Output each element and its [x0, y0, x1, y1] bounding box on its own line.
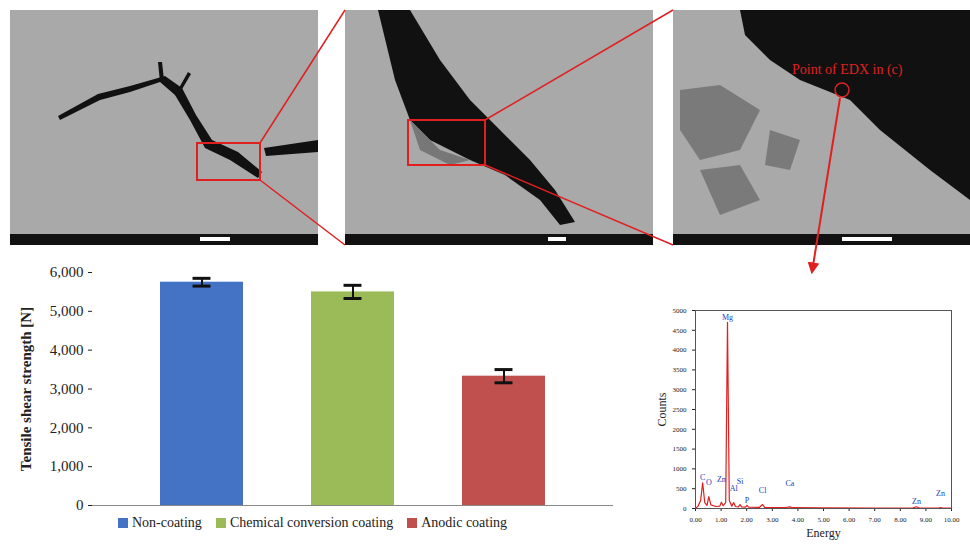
svg-text:Zn: Zn [717, 475, 726, 484]
svg-text:Al: Al [729, 484, 738, 494]
svg-text:1.00: 1.00 [715, 516, 728, 524]
svg-text:4000: 4000 [673, 346, 688, 354]
svg-text:O: O [706, 478, 712, 487]
svg-text:2,000: 2,000 [50, 420, 84, 436]
svg-text:3500: 3500 [673, 366, 688, 374]
svg-text:4.00: 4.00 [792, 516, 805, 524]
svg-text:5,000: 5,000 [50, 303, 84, 319]
svg-text:Energy: Energy [806, 526, 840, 540]
svg-text:P: P [745, 496, 750, 505]
svg-text:Counts: Counts [655, 392, 669, 426]
svg-text:Zn: Zn [912, 497, 921, 506]
svg-text:0: 0 [683, 505, 687, 513]
svg-text:2500: 2500 [673, 406, 688, 414]
html-text:Chemical conversion coating: Chemical conversion coating [229, 515, 394, 530]
svg-text:10.00: 10.00 [944, 516, 960, 524]
svg-text:8.00: 8.00 [894, 516, 907, 524]
svg-text:Point of EDX in (c): Point of EDX in (c) [792, 62, 903, 78]
svg-text:5.00: 5.00 [817, 516, 830, 524]
svg-text:C: C [700, 473, 705, 482]
svg-text:500: 500 [676, 485, 687, 493]
svg-text:7.00: 7.00 [869, 516, 882, 524]
svg-text:0.00: 0.00 [689, 516, 702, 524]
svg-text:Si: Si [737, 477, 744, 486]
svg-text:3,000: 3,000 [50, 381, 84, 397]
svg-text:0: 0 [76, 497, 84, 513]
html-text:Non-coating: Non-coating [131, 515, 202, 530]
svg-text:1,000: 1,000 [50, 458, 84, 474]
svg-text:2.00: 2.00 [741, 516, 754, 524]
svg-text:4,000: 4,000 [50, 342, 84, 358]
svg-text:3000: 3000 [673, 386, 688, 394]
svg-text:3.00: 3.00 [766, 516, 779, 524]
svg-text:Tensile shear strength [N]: Tensile shear strength [N] [18, 307, 34, 471]
svg-text:Zn: Zn [936, 489, 945, 498]
svg-text:9.00: 9.00 [920, 516, 933, 524]
svg-text:6,000: 6,000 [50, 264, 84, 280]
svg-text:1000: 1000 [673, 465, 688, 473]
svg-text:5000: 5000 [673, 307, 688, 315]
svg-text:1500: 1500 [673, 445, 688, 453]
svg-text:Cl: Cl [759, 486, 767, 495]
svg-text:2000: 2000 [673, 426, 688, 434]
svg-text:4500: 4500 [673, 327, 688, 335]
svg-text:Mg: Mg [722, 313, 733, 322]
svg-text:Ca: Ca [786, 479, 795, 488]
html-text:Anodic coating: Anodic coating [421, 515, 508, 530]
svg-text:6.00: 6.00 [843, 516, 856, 524]
